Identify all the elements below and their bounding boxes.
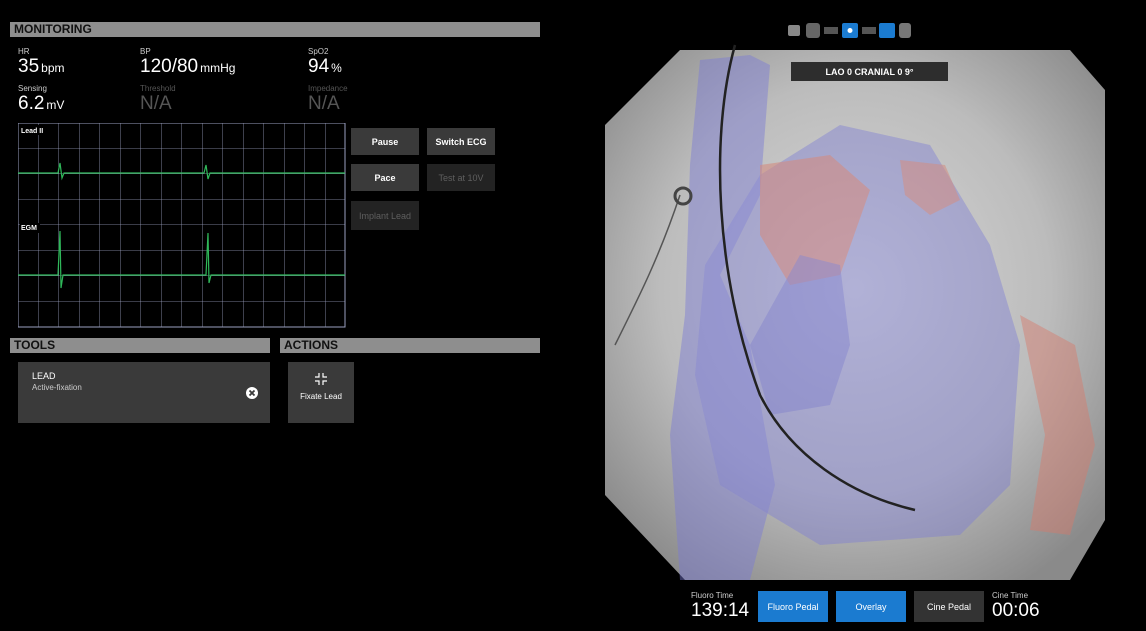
remove-icon[interactable] [246,387,258,399]
fixate-icon [315,373,327,385]
value: 120/80 [140,56,199,77]
button[interactable]: Fluoro Pedal [758,591,828,622]
vital-label: Sensing [18,84,47,93]
button[interactable]: Pause [351,128,419,155]
unit: bpm [41,61,65,75]
fluoro-view: LAO 0 CRANIAL 0 9° [605,23,1105,580]
tool-title: LEAD [32,371,56,381]
ecg-label: Lead II [21,128,43,135]
value: 94 [308,56,330,77]
ecg-label: EGM [21,225,37,232]
wire [614,194,681,346]
vital-value: 6.2 mV [18,93,64,115]
button[interactable]: Switch ECG [427,128,495,155]
vital-value: N/A [308,93,340,114]
cine-time: Cine Time 00:06 [992,591,1040,622]
top-icons [788,23,911,38]
button[interactable]: Pace [351,164,419,191]
action-label: Fixate Lead [300,392,342,401]
button[interactable]: Overlay [836,591,906,622]
section-header: TOOLS [10,338,270,353]
vital-value: 35 bpm [18,56,64,78]
vital-value: 120/80 mmHg [140,56,235,78]
section-header: MONITORING [10,22,540,37]
time-value: 139:14 [691,600,750,621]
time-label: Cine Time [992,591,1029,600]
anatomy-overlay [670,55,1095,580]
vital-label: HR [18,47,30,56]
vital-value: N/A [140,93,172,114]
action-button[interactable]: Fixate Lead [288,362,354,423]
unit: mmHg [200,61,236,75]
ecg-grid [18,123,346,328]
tool-card[interactable]: LEAD Active-fixation [18,362,270,423]
unit: mV [46,98,65,112]
vital: Threshold N/A [140,84,176,115]
button[interactable]: Cine Pedal [914,591,984,622]
ecg-monitor: Lead II EGM [18,123,346,328]
vital: Sensing 6.2 mV [18,84,64,115]
egm-trace [18,230,345,289]
vital-label: Impedance [308,84,348,93]
unit: % [331,61,342,75]
button: Test at 10V [427,164,495,191]
vital: HR 35 bpm [18,47,64,78]
label-bg [20,223,40,233]
tool-subtitle: Active-fixation [32,383,82,392]
lead-catheter [718,44,916,512]
section-header: ACTIONS [280,338,540,353]
button: Implant Lead [351,201,419,230]
view-label: LAO 0 CRANIAL 0 9° [826,67,914,77]
vital-label: SpO2 [308,47,329,56]
time-label: Fluoro Time [691,591,734,600]
time-value: 00:06 [992,600,1040,621]
xray-image [605,50,1105,580]
value: 35 [18,56,40,77]
electrode [673,186,693,206]
vital: BP 120/80 mmHg [140,47,235,78]
vital-label: BP [140,47,151,56]
vital: Impedance N/A [308,84,348,115]
vital: SpO2 94% [308,47,342,78]
fluoro-time: Fluoro Time 139:14 [691,591,749,622]
ecg-trace [18,162,345,181]
vital-value: 94% [308,56,342,78]
vital-label: Threshold [140,84,176,93]
value: 6.2 [18,93,45,114]
view-label-bg [791,62,948,81]
label-bg [20,125,50,135]
